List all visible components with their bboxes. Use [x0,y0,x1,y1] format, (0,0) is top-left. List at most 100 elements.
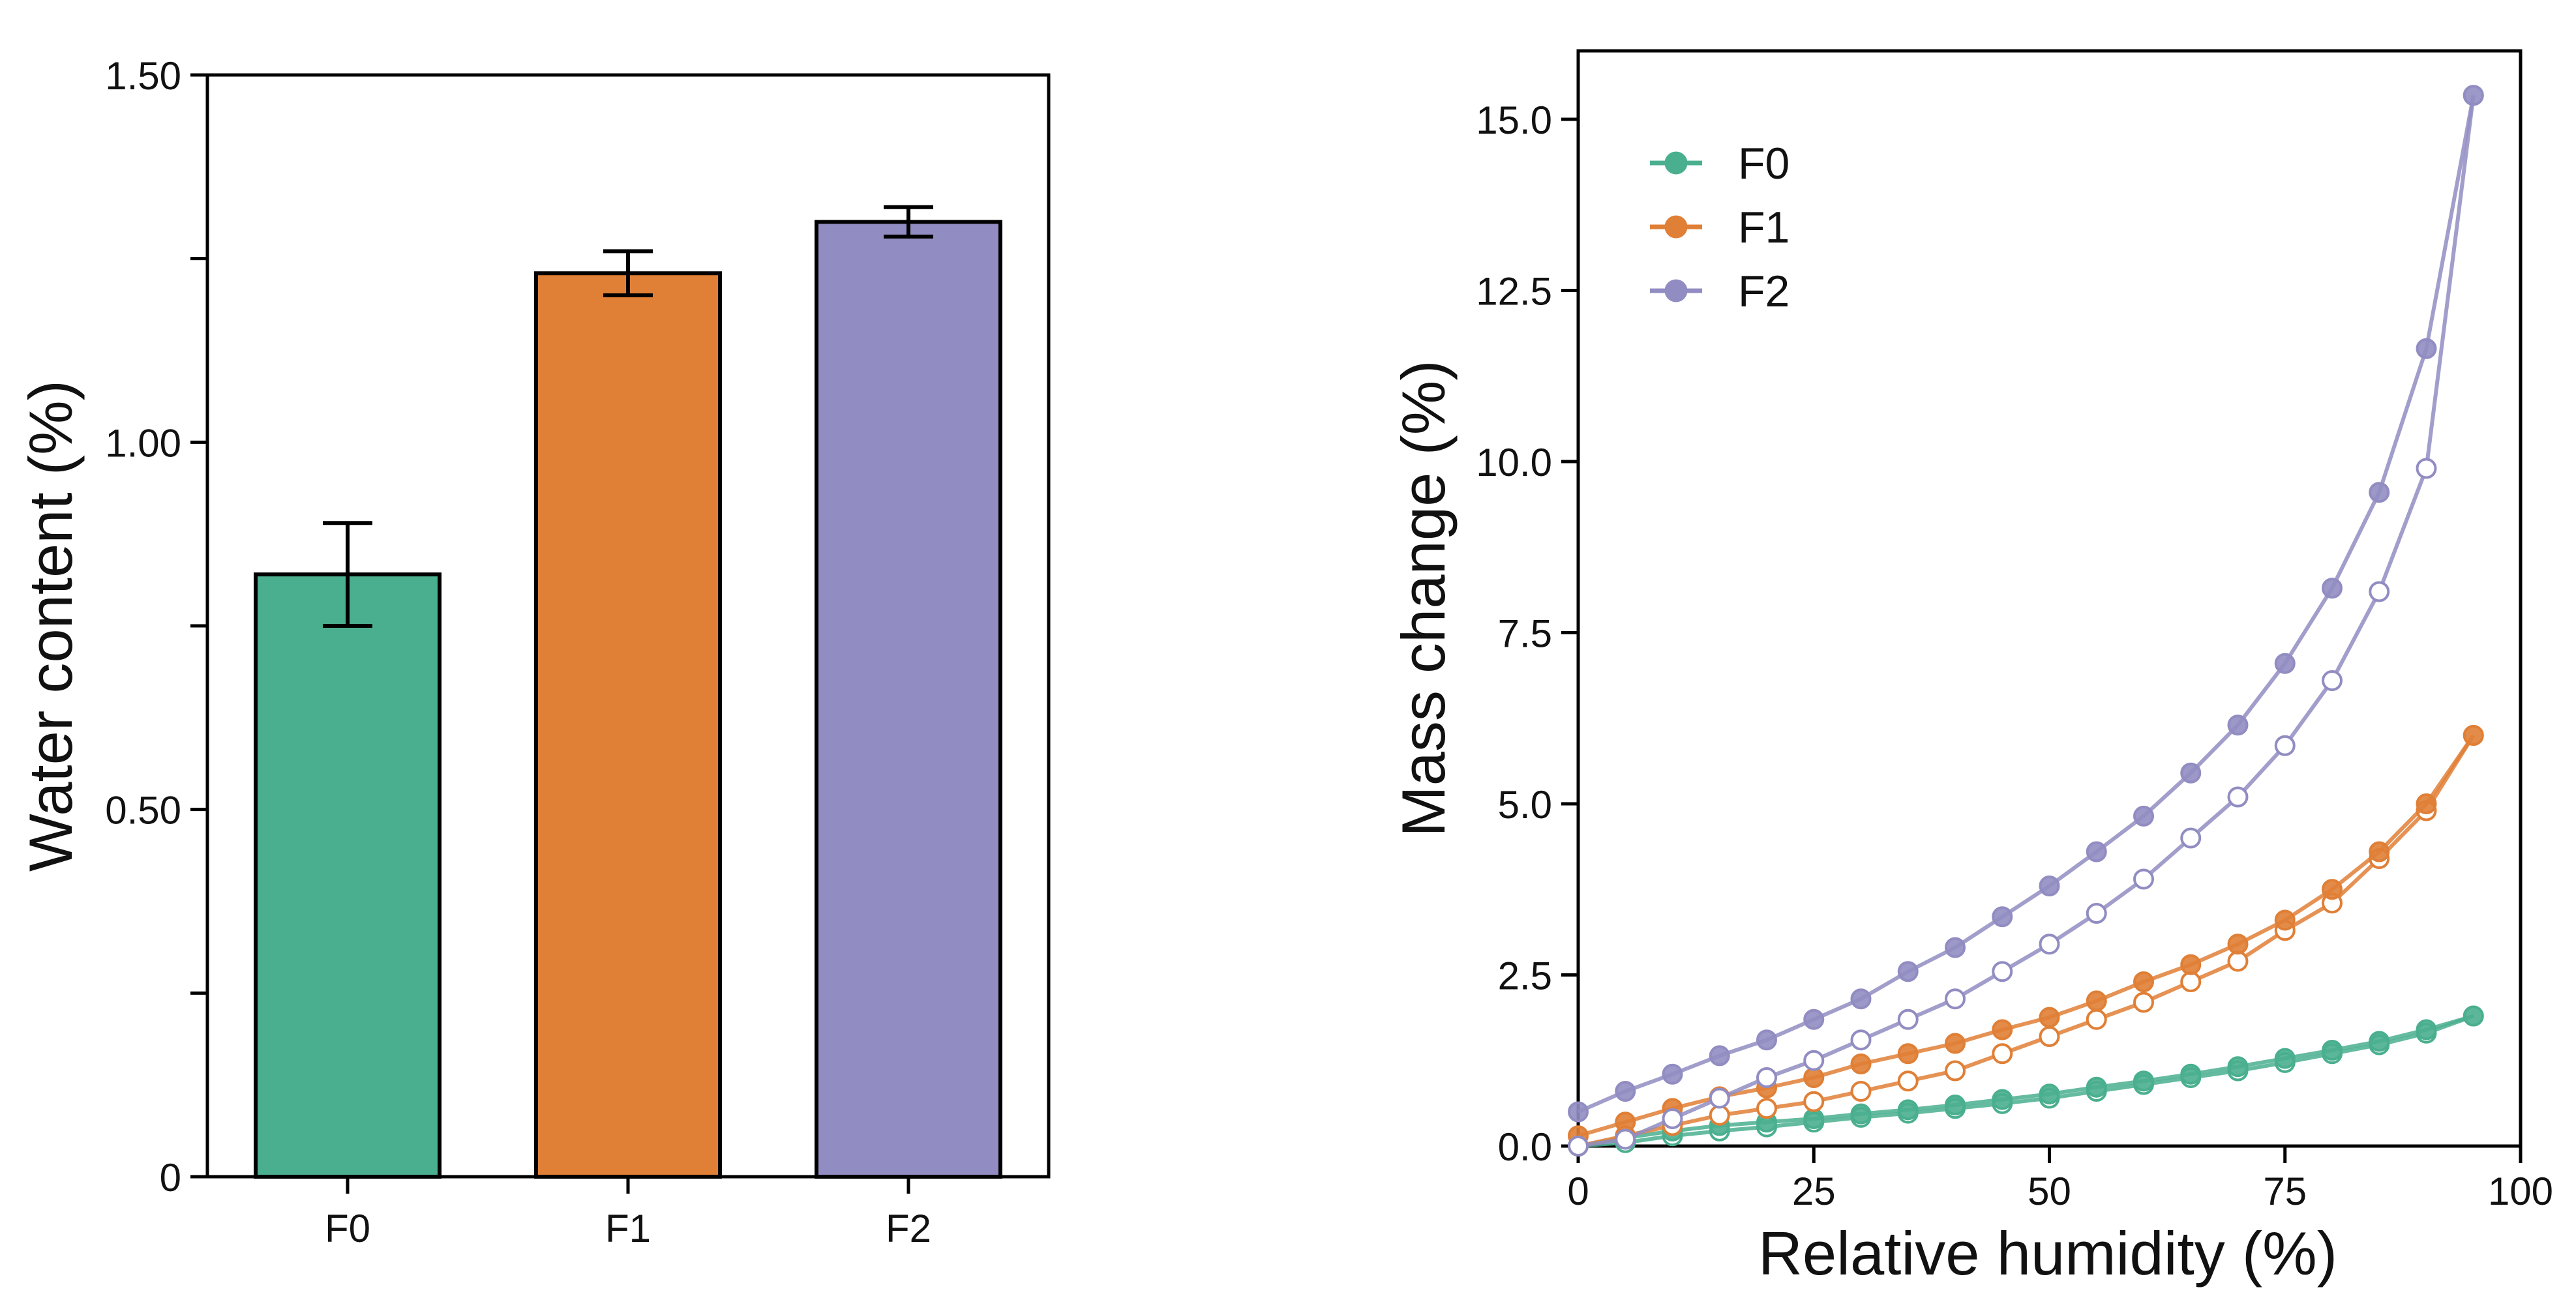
data-point-F1 [1897,1043,1919,1065]
data-point-F2 [2322,578,2343,599]
data-point-F0 [1945,1095,1966,1115]
data-point-F2 [2227,786,2249,808]
bar-x-ticks: F0 F1 F2 [325,1177,931,1250]
bar-y-axis-label: Water content (%) [16,380,85,872]
data-point-F2 [2133,868,2154,890]
line-y-tick-label: 15.0 [1476,98,1552,142]
data-point-F2 [1850,988,1872,1010]
data-point-F1 [2086,1009,2107,1030]
data-point-F1 [1803,1067,1825,1088]
data-point-F2 [1709,1045,1730,1067]
data-point-F2 [1992,961,2013,982]
series-F1-sorption [1568,725,2484,1156]
data-point-F2 [1945,937,1966,958]
series-F2-sorption [1568,85,2484,1156]
line-series [1568,85,2484,1156]
data-point-F2 [2180,827,2202,849]
bar-x-tick-label: F0 [325,1207,370,1250]
legend-label: F0 [1738,139,1790,188]
legend-marker [1664,215,1688,239]
data-point-F2 [2416,338,2437,359]
data-point-F1 [2274,909,2296,931]
bar-y-ticks: 0 0.50 1.00 1.50 [105,54,209,1200]
line-x-tick-label: 50 [2028,1170,2071,1213]
data-point-F2 [2463,85,2484,106]
legend-label: F2 [1738,267,1790,316]
data-point-F2 [2416,458,2437,479]
line-x-ticks: 0 25 50 75 100 [1567,1146,2553,1213]
data-point-F2 [2274,735,2296,756]
legend-item-F2: F2 [1650,267,1790,316]
data-point-F2 [2369,482,2390,503]
legend-label: F1 [1738,203,1790,252]
data-point-F1 [1709,1104,1730,1126]
data-point-F2 [2369,581,2390,602]
series-line-F1 [1578,734,2476,1138]
data-point-F0 [2416,1019,2437,1040]
data-point-F2 [1709,1087,1730,1109]
data-point-F0 [1803,1108,1825,1129]
data-point-F1 [1803,1091,1825,1112]
data-point-F0 [2463,1005,2484,1027]
data-point-F2 [2322,670,2343,691]
bar-F0 [254,572,442,1179]
data-point-F2 [1850,1029,1872,1051]
data-point-F1 [2227,934,2249,955]
series-F0-sorption [1568,1005,2484,1156]
data-point-F1 [2180,971,2202,992]
data-point-F0 [2274,1048,2296,1069]
data-point-F1 [1945,1033,1966,1054]
series-line-F2 [1578,95,2476,1148]
bar-x-tick-label: F2 [886,1207,931,1250]
data-point-F1 [2086,990,2107,1012]
data-point-F2 [1615,1081,1636,1102]
data-point-F1 [2039,1007,2060,1028]
data-point-F2 [2274,653,2296,674]
data-point-F2 [1568,1101,1589,1123]
data-point-F1 [2180,954,2202,975]
data-point-F2 [1756,1029,1777,1051]
line-x-axis-label: Relative humidity (%) [1758,1219,2337,1288]
data-point-F2 [1662,1063,1683,1085]
data-point-F2 [2039,934,2060,955]
data-point-F1 [2463,725,2484,746]
series-F2-desorption [1568,85,2484,1123]
data-point-F2 [2039,876,2060,896]
line-y-axis-label: Mass change (%) [1389,360,1458,836]
data-point-F2 [2180,762,2202,784]
legend-item-F0: F0 [1650,139,1790,188]
data-point-F1 [1756,1098,1777,1119]
legend-marker [1664,279,1688,302]
data-point-F2 [1662,1108,1683,1129]
line-x-tick-label: 25 [1792,1170,1836,1213]
data-point-F2 [1992,906,2013,928]
data-point-F0 [2086,1076,2107,1098]
data-point-F2 [2133,805,2154,827]
line-chart: 0.0 2.5 5.0 7.5 10.0 12.5 15.0 0 25 50 75 100 F0 F1… [1389,49,2553,1288]
line-y-ticks: 0.0 2.5 5.0 7.5 10.0 12.5 15.0 [1476,98,1578,1169]
line-y-tick-label: 12.5 [1476,270,1552,314]
data-point-F2 [1945,988,1966,1010]
bar-y-tick-label: 1.50 [105,54,181,98]
data-point-F2 [2086,841,2107,862]
line-y-tick-label: 5.0 [1498,783,1552,827]
series-F1-desorption [1568,725,2484,1147]
data-point-F0 [2322,1040,2343,1061]
line-x-tick-label: 100 [2488,1170,2553,1213]
bar-F1 [534,271,722,1179]
data-point-F0 [1850,1103,1872,1125]
data-point-F0 [2133,1070,2154,1092]
data-point-F0 [1897,1099,1919,1121]
line-y-tick-label: 0.0 [1498,1125,1552,1169]
line-y-tick-label: 7.5 [1498,612,1552,656]
bar-x-tick-label: F1 [605,1207,651,1250]
line-legend: F0 F1 F2 [1650,139,1790,316]
bar-y-tick-label: 1.00 [105,421,181,465]
line-x-tick-label: 75 [2263,1170,2307,1213]
data-point-F2 [1897,1009,1919,1030]
data-point-F0 [2227,1056,2249,1078]
data-point-F1 [1850,1053,1872,1074]
bar-series [254,205,1002,1179]
data-point-F2 [1803,1050,1825,1071]
